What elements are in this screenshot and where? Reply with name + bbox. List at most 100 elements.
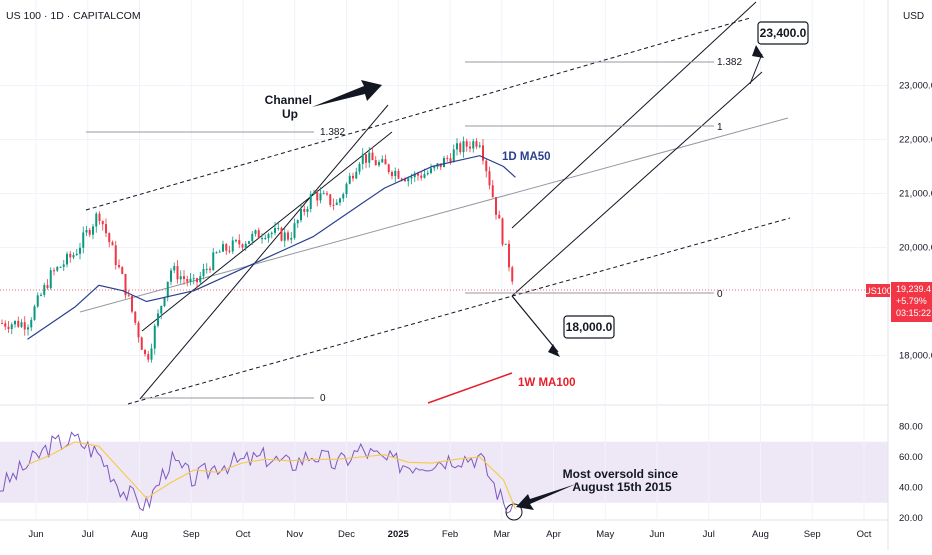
candle-body — [222, 244, 224, 252]
candle-body — [400, 178, 403, 180]
rsi-note-line-2: August 15th 2015 — [572, 480, 672, 494]
rsi-band — [0, 441, 888, 503]
rsi-oversold-circle — [505, 503, 523, 521]
candle-body — [462, 141, 465, 153]
candle-body — [40, 294, 42, 296]
candle-body — [391, 171, 393, 177]
candle-body — [95, 213, 98, 227]
candle-body — [248, 241, 250, 244]
candle-body — [212, 252, 215, 270]
candle-body — [69, 253, 72, 258]
candle-body — [186, 279, 189, 282]
candle-body — [280, 227, 283, 241]
price-pane[interactable] — [0, 0, 888, 404]
channel-up-line-1: Channel — [265, 93, 312, 107]
target-high-label: 23,400.0 — [760, 26, 807, 40]
candle-body — [108, 233, 111, 243]
arrow-to-18000-head — [548, 344, 560, 357]
candle-body — [147, 354, 150, 360]
candle-body — [218, 251, 221, 253]
chart-title: US 100 · 1D · CAPITALCOM — [6, 10, 141, 22]
time-tick-label: Apr — [546, 529, 561, 540]
candle-body — [319, 193, 322, 201]
candle-body — [475, 141, 478, 147]
arrow-to-23400-line — [749, 53, 763, 85]
last-price-badge[interactable]: US100 19,239.4 +5.79% 03:15:22 — [864, 282, 932, 322]
candle-body — [62, 264, 65, 267]
channel-up-lower-line — [139, 104, 389, 400]
candle-body — [358, 163, 361, 172]
time-tick-label: Feb — [442, 529, 458, 540]
candle-body — [430, 168, 432, 173]
candle-body — [101, 221, 104, 225]
candle-body — [66, 253, 68, 265]
time-tick-label: Jun — [649, 529, 664, 540]
candle-body — [251, 233, 254, 242]
candle-body — [270, 232, 273, 235]
candle-body — [183, 276, 185, 280]
channel-up-label: Channel Up — [265, 93, 316, 121]
candle-body — [235, 240, 237, 242]
target-low-callout[interactable]: 18,000.0 — [563, 315, 615, 339]
price-tick-label: 18,000.0 — [899, 351, 932, 362]
candle-body — [114, 245, 117, 266]
drawings — [0, 1, 888, 521]
candle-body — [413, 173, 416, 178]
candle-body — [394, 170, 397, 177]
time-tick-label: Sep — [183, 529, 200, 540]
rsi-line — [0, 431, 514, 514]
target-high-callout[interactable]: 23,400.0 — [757, 21, 809, 45]
candle-body — [176, 266, 179, 280]
candle-body — [189, 278, 192, 282]
countdown: 03:15:22 — [896, 308, 931, 318]
candle-body — [365, 154, 367, 163]
candle-body — [511, 267, 514, 282]
rsi-tick-label: 40.00 — [899, 483, 923, 494]
candle-body — [465, 141, 468, 147]
candle-body — [423, 174, 426, 178]
candle-body — [72, 255, 75, 258]
candle-body — [215, 252, 218, 254]
candle-body — [498, 214, 501, 219]
time-tick-label: Jul — [82, 529, 94, 540]
candle-body — [345, 183, 348, 195]
candle-body — [170, 270, 172, 282]
candle-body — [274, 228, 276, 233]
candle-body — [397, 170, 400, 179]
candle-body — [449, 158, 452, 163]
candle-body — [504, 243, 507, 245]
candle-body — [20, 322, 23, 327]
candle-body — [59, 266, 62, 268]
candle-body — [17, 320, 20, 327]
time-tick-label: Sep — [804, 529, 821, 540]
candle-body — [404, 179, 406, 182]
candle-body — [352, 175, 354, 179]
candle-body — [98, 213, 101, 222]
fib-upper-1382: 1.382 — [717, 57, 742, 68]
candle-body — [1, 323, 3, 325]
candle-body — [121, 267, 124, 274]
candle-body — [209, 268, 211, 270]
candle-body — [290, 237, 293, 240]
candle-body — [88, 230, 91, 235]
candle-body — [166, 281, 169, 298]
candle-body — [27, 327, 29, 330]
candle-body — [283, 232, 286, 241]
candle-body — [335, 202, 338, 205]
candle-body — [267, 234, 270, 239]
time-tick-label: Mar — [494, 529, 510, 540]
time-tick-label: Aug — [131, 529, 148, 540]
currency-label: USD — [903, 11, 924, 22]
ma50-label: 1D MA50 — [502, 151, 551, 163]
candle-body — [111, 242, 114, 246]
candle-body — [459, 143, 462, 153]
projected-channel-lower-line — [511, 71, 763, 297]
time-tick-label: Nov — [286, 529, 303, 540]
candle-body — [433, 166, 436, 169]
candle-body — [306, 208, 309, 212]
candle-body — [495, 197, 497, 215]
candle-body — [254, 230, 257, 234]
candle-body — [49, 270, 52, 289]
last-price-box — [891, 282, 932, 322]
